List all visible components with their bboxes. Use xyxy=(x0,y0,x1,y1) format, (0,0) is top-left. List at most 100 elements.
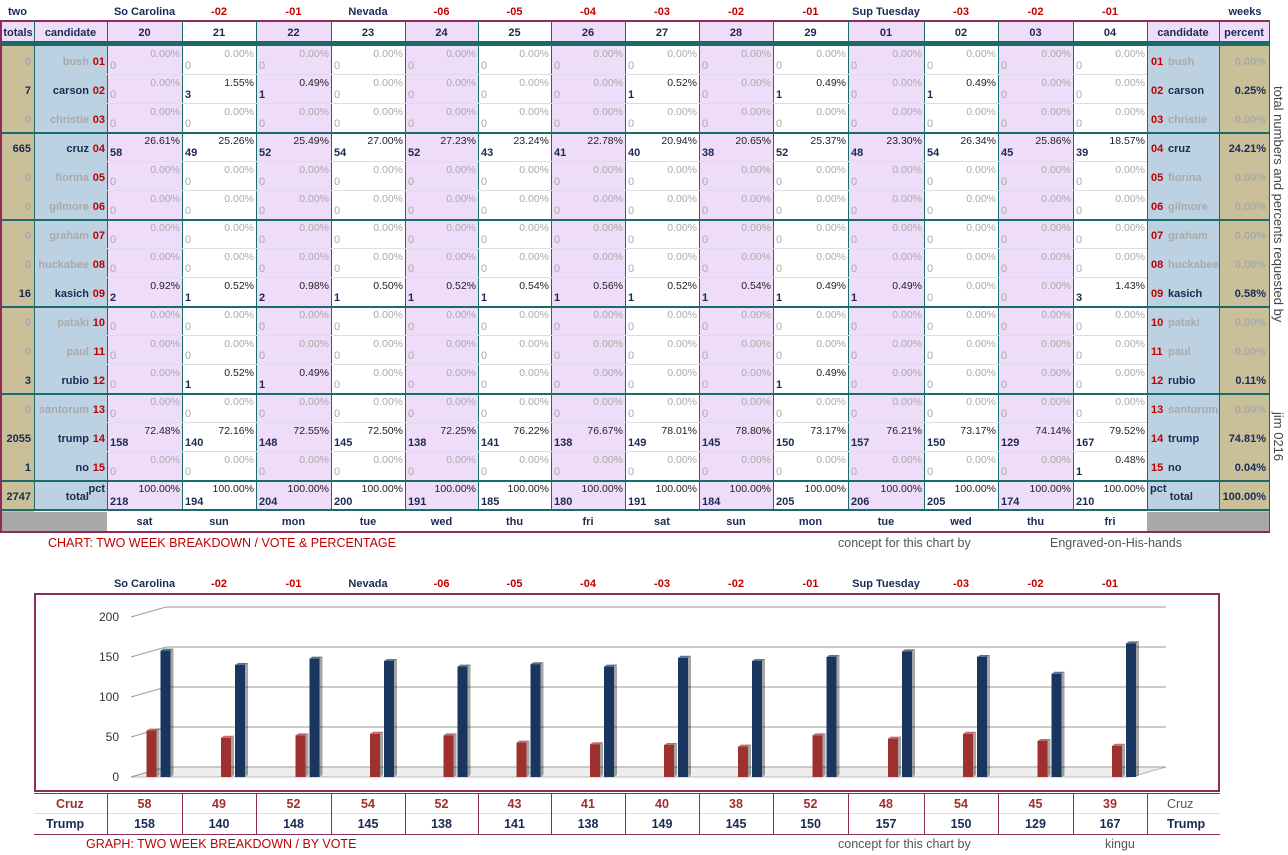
vote-cell: 0 0.00% xyxy=(924,191,998,220)
vote-count: 0 xyxy=(1001,205,1008,217)
vote-percent: 0.00% xyxy=(966,48,996,60)
vote-percent: 0.00% xyxy=(892,193,922,205)
trump-value: 138 xyxy=(577,817,599,831)
graph-table-divider xyxy=(625,793,626,835)
vote-count: 0 xyxy=(702,60,709,72)
day-name: sat xyxy=(136,516,153,528)
percent-cell: 0.00% xyxy=(1219,249,1269,278)
vote-cell: 0 0.00% xyxy=(625,394,699,423)
vote-count: 148 xyxy=(259,437,278,449)
vote-count: 0 xyxy=(554,379,561,391)
vote-percent: 26.61% xyxy=(144,135,180,147)
cruz-bar xyxy=(146,728,160,777)
candidate-number: 03 xyxy=(92,114,105,126)
grand-total-value: 2747 xyxy=(6,491,31,503)
vote-cell: 1 0.52% xyxy=(182,278,256,307)
vote-cell: 45 25.86% xyxy=(998,133,1073,162)
trump-bar-side xyxy=(836,655,840,777)
gridline xyxy=(130,646,1166,658)
vote-count: 0 xyxy=(702,234,709,246)
candidate-name: huckabee xyxy=(38,259,89,271)
candidate-name: fiorina xyxy=(1168,172,1202,184)
vote-percent: 0.00% xyxy=(224,106,254,118)
vote-percent: 0.00% xyxy=(741,106,771,118)
vote-cell: 0 0.00% xyxy=(182,104,256,133)
vote-percent: 0.00% xyxy=(446,193,476,205)
vote-count: 0 xyxy=(554,350,561,362)
top-label: -01 xyxy=(1102,6,1118,18)
vote-cell: 3 1.43% xyxy=(1073,278,1147,307)
vote-count: 0 xyxy=(851,408,858,420)
vote-count: 0 xyxy=(185,118,192,130)
graph-table-mid xyxy=(34,813,1220,814)
day-total-percent: 100.00% xyxy=(138,483,180,495)
vote-count: 0 xyxy=(408,263,415,275)
vote-percent: 0.50% xyxy=(373,280,403,292)
column-divider xyxy=(1219,20,1220,511)
vote-count: 0 xyxy=(1001,176,1008,188)
vote-count: 0 xyxy=(927,408,934,420)
percent-cell: 0.58% xyxy=(1219,278,1269,307)
vote-count: 149 xyxy=(628,437,647,449)
day-name: sat xyxy=(654,516,670,528)
trump-bar xyxy=(604,664,617,777)
cruz-bar-top xyxy=(590,742,603,745)
vote-count: 157 xyxy=(851,437,870,449)
vote-count: 0 xyxy=(927,176,934,188)
candidate-cell: pataki 10 xyxy=(34,307,107,336)
candidate-column-right xyxy=(1147,44,1219,511)
vote-count: 43 xyxy=(481,147,494,159)
candidate-cell-right: 02 carson xyxy=(1147,75,1219,104)
candidate-name: bush xyxy=(62,56,89,68)
vote-percent: 0.00% xyxy=(224,251,254,263)
vote-cell: 0 0.00% xyxy=(256,104,331,133)
candidate-number: 09 xyxy=(1151,288,1164,300)
total-value: 0 xyxy=(24,404,31,416)
vote-percent: 1.55% xyxy=(224,77,254,89)
candidate-name: rubio xyxy=(61,375,90,387)
cruz-value: 58 xyxy=(137,797,152,811)
vote-count: 0 xyxy=(334,321,341,333)
candidate-name: cruz xyxy=(1168,143,1191,155)
vote-percent: 0.00% xyxy=(1115,48,1145,60)
vote-percent: 0.49% xyxy=(816,77,846,89)
graph-table-divider xyxy=(405,793,406,835)
candidate-number: 12 xyxy=(1151,375,1164,387)
vote-cell: 0 0.00% xyxy=(182,336,256,365)
vote-count: 0 xyxy=(408,234,415,246)
vote-count: 0 xyxy=(408,89,415,101)
vote-cell: 40 20.94% xyxy=(625,133,699,162)
vote-cell: 0 0.00% xyxy=(405,75,478,104)
vote-cell: 0 0.00% xyxy=(924,46,998,75)
trump-value: 141 xyxy=(504,817,525,831)
day-name: wed xyxy=(430,516,453,528)
vote-percent: 0.00% xyxy=(892,222,922,234)
vote-count: 0 xyxy=(1076,350,1083,362)
vote-percent: 0.54% xyxy=(519,280,549,292)
cruz-bar-top xyxy=(738,744,751,747)
vote-cell: 1 0.56% xyxy=(551,278,625,307)
candidate-number: 15 xyxy=(92,462,105,474)
vote-cell: 0 0.00% xyxy=(773,336,848,365)
vote-count: 0 xyxy=(334,234,341,246)
trump-bar-side xyxy=(394,659,397,777)
day-total-cell: 191 100.00% xyxy=(625,481,699,510)
vote-count: 0 xyxy=(110,89,117,101)
vote-cell: 1 0.52% xyxy=(405,278,478,307)
vote-percent: 0.00% xyxy=(150,193,180,205)
vote-cell: 0 0.00% xyxy=(478,220,551,249)
day-total-percent: 100.00% xyxy=(954,483,996,495)
vote-cell: 129 74.14% xyxy=(998,423,1073,452)
day-total-count: 205 xyxy=(927,496,946,508)
vote-cell: 0 0.00% xyxy=(182,191,256,220)
grand-percent-value: 100.00% xyxy=(1222,491,1266,503)
total-value: 16 xyxy=(18,288,31,300)
graph-author: kingu xyxy=(1105,837,1135,851)
vote-cell: 0 0.00% xyxy=(405,162,478,191)
trump-value: 140 xyxy=(208,817,230,831)
cruz-bar xyxy=(738,744,751,777)
vote-cell: 0 0.00% xyxy=(405,307,478,336)
day-header: 02 xyxy=(924,20,998,43)
vote-count: 39 xyxy=(1076,147,1089,159)
vote-count: 0 xyxy=(851,263,858,275)
